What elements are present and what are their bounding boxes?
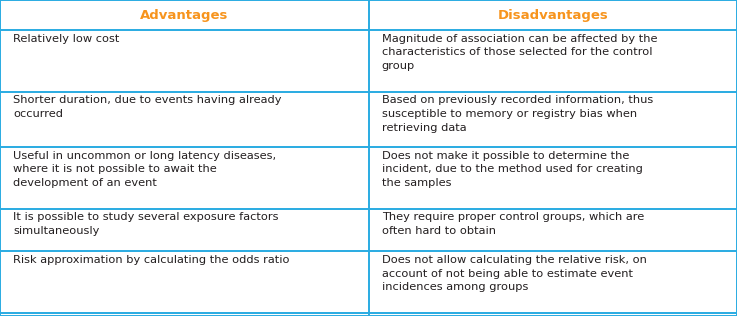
Text: Disadvantages: Disadvantages xyxy=(497,9,608,21)
Text: Useful in uncommon or long latency diseases,
where it is not possible to await t: Useful in uncommon or long latency disea… xyxy=(13,151,276,188)
Text: Does not allow calculating the relative risk, on
account of not being able to es: Does not allow calculating the relative … xyxy=(382,255,646,292)
Text: Based on previously recorded information, thus
susceptible to memory or registry: Based on previously recorded information… xyxy=(382,95,653,133)
Text: Magnitude of association can be affected by the
characteristics of those selecte: Magnitude of association can be affected… xyxy=(382,34,657,71)
Text: Advantages: Advantages xyxy=(140,9,228,21)
Text: Shorter duration, due to events having already
occurred: Shorter duration, due to events having a… xyxy=(13,95,282,119)
Text: Risk approximation by calculating the odds ratio: Risk approximation by calculating the od… xyxy=(13,255,290,265)
Text: They require proper control groups, which are
often hard to obtain: They require proper control groups, whic… xyxy=(382,212,644,236)
Text: Relatively low cost: Relatively low cost xyxy=(13,34,119,44)
Text: It is possible to study several exposure factors
simultaneously: It is possible to study several exposure… xyxy=(13,212,279,236)
Text: Does not make it possible to determine the
incident, due to the method used for : Does not make it possible to determine t… xyxy=(382,151,643,188)
